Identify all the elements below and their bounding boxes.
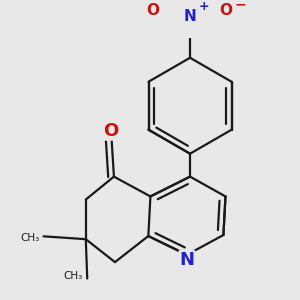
Text: +: + bbox=[198, 0, 209, 13]
Text: O: O bbox=[103, 122, 119, 140]
Text: N: N bbox=[179, 251, 194, 269]
Text: N: N bbox=[184, 9, 196, 24]
Text: CH₃: CH₃ bbox=[64, 272, 83, 281]
Text: −: − bbox=[234, 0, 246, 12]
Text: O: O bbox=[146, 3, 159, 18]
Text: O: O bbox=[219, 3, 232, 18]
Text: CH₃: CH₃ bbox=[20, 233, 39, 243]
